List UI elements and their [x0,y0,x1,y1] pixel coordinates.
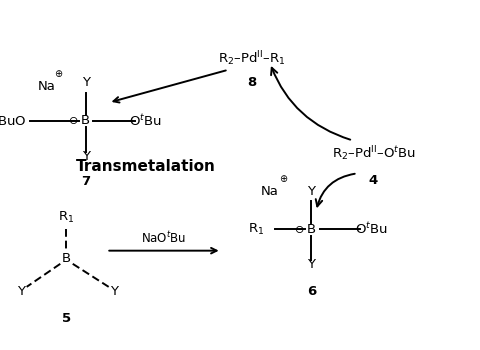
Text: 5: 5 [62,312,71,324]
Text: B: B [307,223,316,236]
Text: Y: Y [82,150,90,163]
Text: 4: 4 [368,174,377,187]
Text: Y: Y [110,285,118,298]
Text: 6: 6 [307,285,316,298]
Text: 8: 8 [247,76,256,89]
Text: R$_2$–Pd$^{\mathsf{II}}$–O$^t$Bu: R$_2$–Pd$^{\mathsf{II}}$–O$^t$Bu [332,144,416,163]
Text: $\oplus$: $\oplus$ [54,69,63,79]
Text: O$^t$Bu: O$^t$Bu [355,222,388,237]
Text: B: B [62,252,71,265]
Text: Y: Y [17,285,25,298]
Text: Y: Y [307,185,315,198]
Text: $\ominus$: $\ominus$ [68,115,78,126]
Text: $\oplus$: $\oplus$ [279,174,288,184]
Text: $^t$BuO: $^t$BuO [0,113,26,128]
Text: Transmetalation: Transmetalation [75,159,216,174]
Text: Y: Y [82,76,90,89]
Text: Y: Y [307,258,315,271]
Text: R$_2$–Pd$^{\mathsf{II}}$–R$_1$: R$_2$–Pd$^{\mathsf{II}}$–R$_1$ [218,49,285,68]
Text: NaO$^t$Bu: NaO$^t$Bu [141,230,187,245]
Text: R$_1$: R$_1$ [248,222,264,237]
Text: Na: Na [261,185,279,198]
Text: B: B [81,114,90,127]
Text: $\ominus$: $\ominus$ [294,224,304,235]
Text: Na: Na [37,80,55,93]
FancyArrowPatch shape [316,174,355,206]
Text: R$_1$: R$_1$ [58,210,74,225]
Text: 7: 7 [81,175,90,188]
FancyArrowPatch shape [271,68,350,140]
Text: O$^t$Bu: O$^t$Bu [129,113,162,128]
